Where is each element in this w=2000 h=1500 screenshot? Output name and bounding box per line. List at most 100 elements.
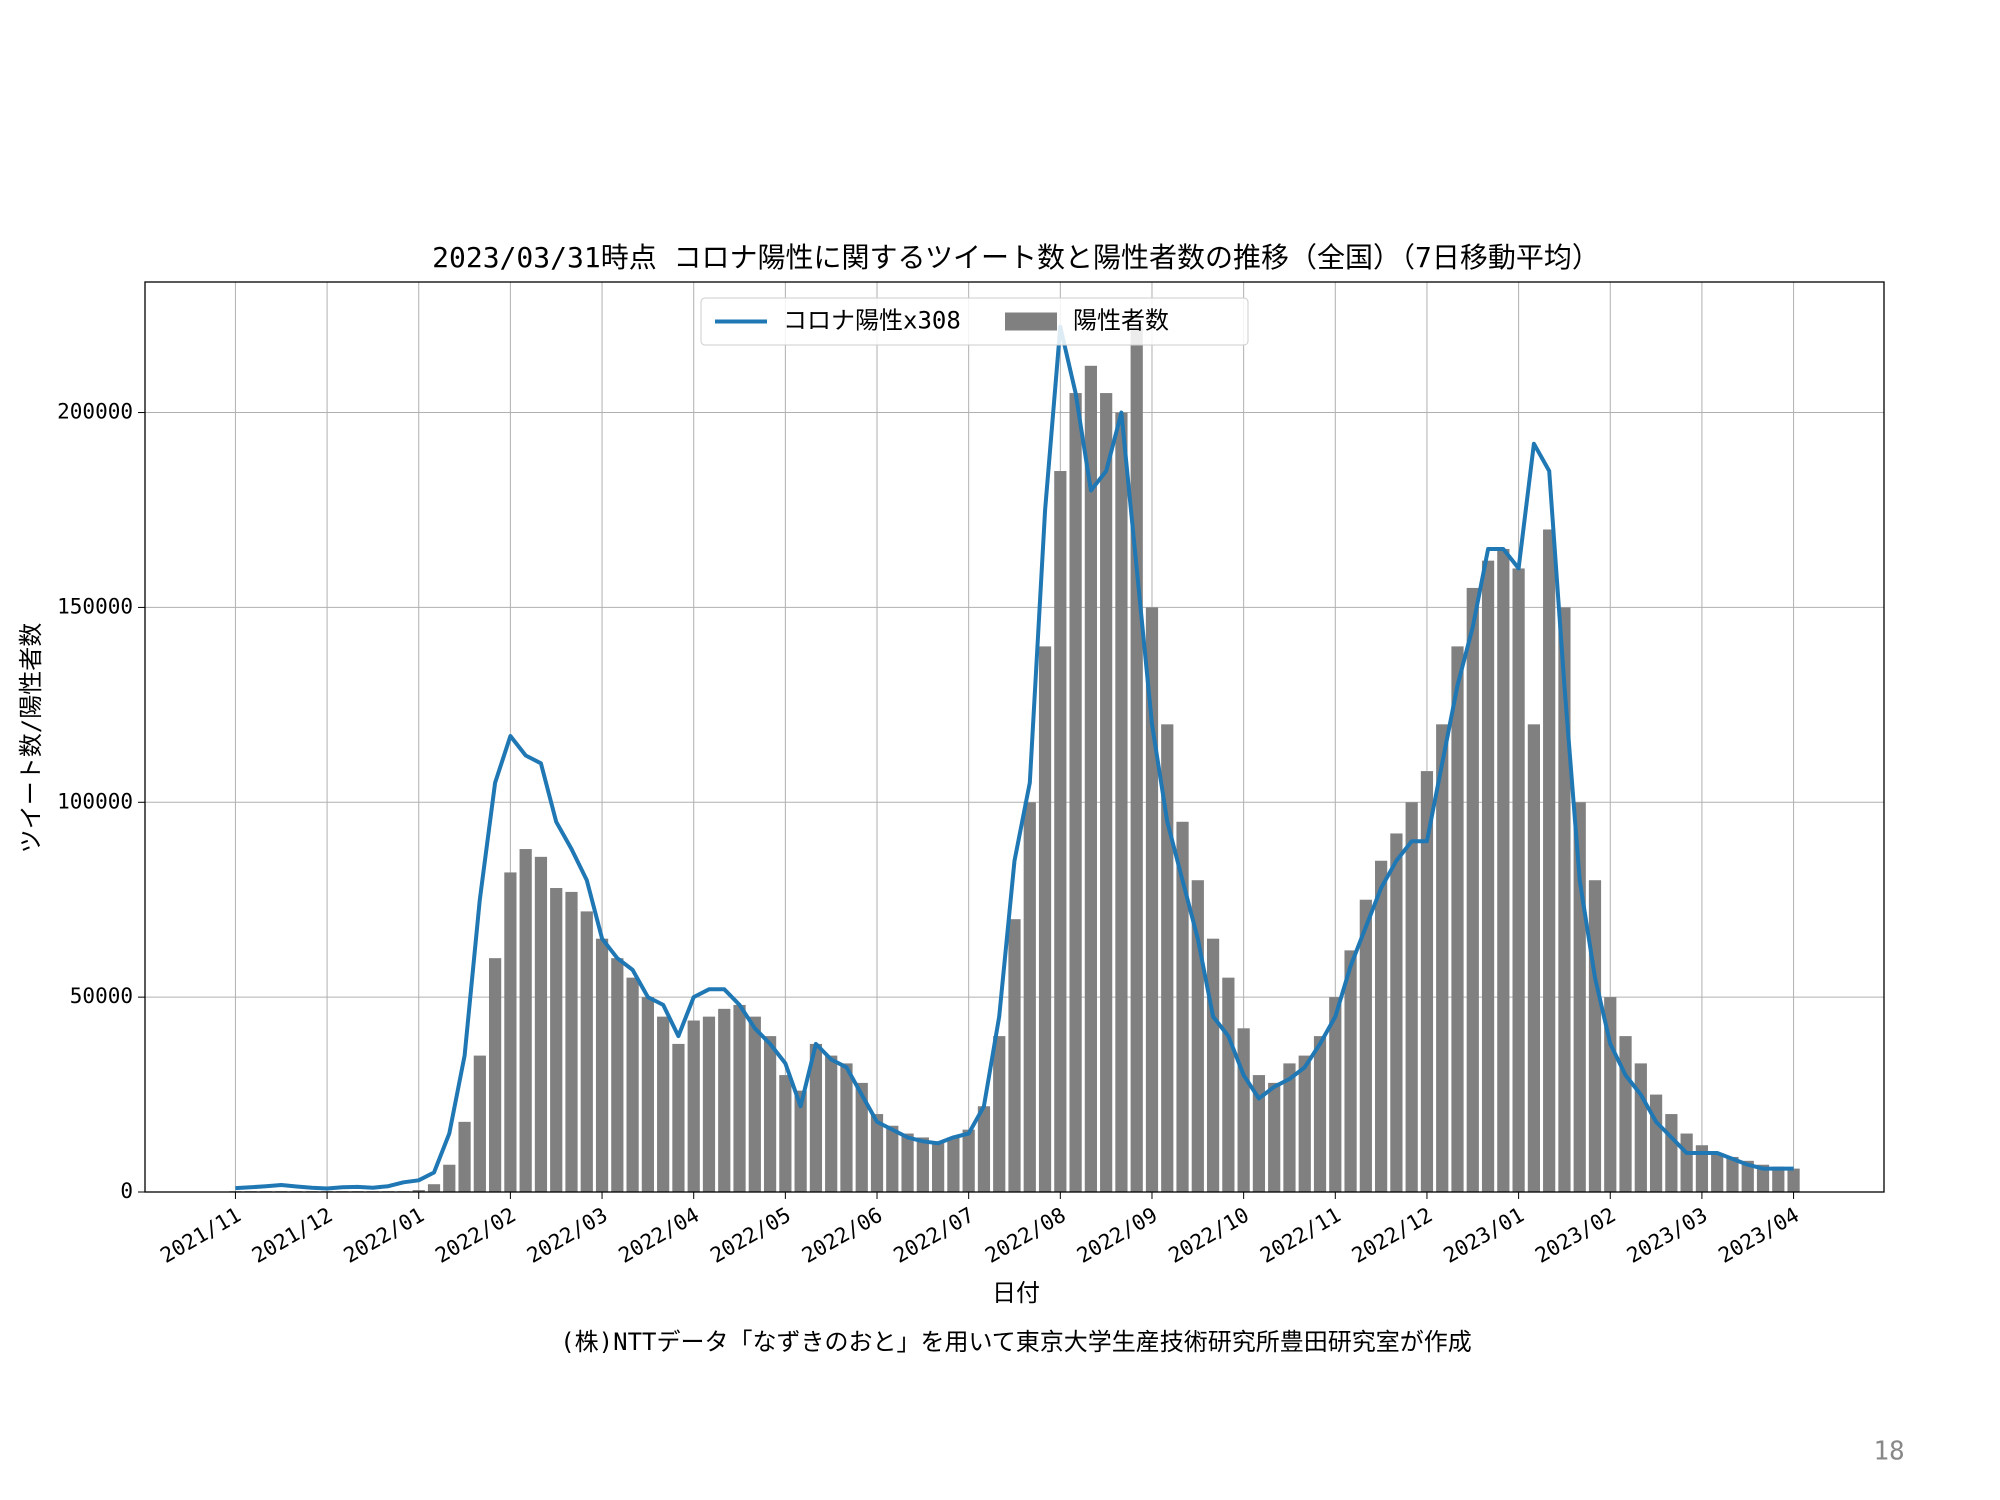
bar (1466, 587, 1479, 1192)
legend-swatch (1005, 312, 1057, 331)
bar (1741, 1160, 1754, 1192)
bar (840, 1063, 853, 1192)
bar (519, 849, 532, 1192)
bar (1038, 646, 1052, 1192)
bar (1237, 1028, 1250, 1192)
bar (580, 911, 593, 1192)
bar (1436, 724, 1449, 1192)
bar (657, 1016, 670, 1192)
bar (1543, 529, 1556, 1192)
line (235, 324, 1794, 1191)
x-tick-label: 2023/02 (1531, 1203, 1620, 1268)
bar (1252, 1075, 1266, 1192)
bar (1130, 326, 1143, 1192)
bar (1512, 568, 1525, 1192)
bar (1711, 1153, 1724, 1192)
bar (1619, 1036, 1632, 1192)
bar (626, 977, 639, 1192)
x-tick-label: 2022/07 (890, 1203, 979, 1268)
bar (794, 1090, 807, 1192)
x-tick-label: 2022/03 (523, 1203, 612, 1268)
bar (1268, 1082, 1281, 1192)
y-tick-label: 0 (120, 1179, 133, 1203)
bar (1206, 938, 1220, 1192)
bar (473, 1055, 486, 1192)
bar (595, 938, 609, 1192)
bar (1405, 802, 1418, 1192)
bar (1649, 1094, 1663, 1192)
bar (687, 1020, 700, 1192)
x-tick-label: 2021/12 (248, 1203, 337, 1268)
bar (458, 1121, 471, 1192)
x-tick-label: 2021/11 (156, 1203, 245, 1268)
bar (672, 1043, 685, 1192)
bar (962, 1129, 975, 1192)
bar (825, 1055, 838, 1192)
bar (702, 1016, 716, 1192)
bar (1008, 919, 1021, 1192)
legend: コロナ陽性x308 陽性者数 (700, 297, 1249, 346)
bar (1329, 997, 1342, 1192)
bar (550, 888, 563, 1192)
bar (1100, 393, 1113, 1192)
bar (1359, 899, 1372, 1192)
bar (1375, 860, 1388, 1192)
bar (1558, 607, 1571, 1192)
bar (1772, 1166, 1785, 1192)
x-tick-label: 2023/03 (1623, 1203, 1712, 1268)
plot-frame (144, 281, 1885, 1193)
bar (916, 1137, 929, 1192)
bar (947, 1137, 960, 1192)
bar (1680, 1133, 1693, 1192)
y-axis-label: ツイート数/陽性者数 (17, 623, 45, 853)
bar (977, 1106, 991, 1192)
bar (1283, 1063, 1296, 1192)
x-tick-label: 2023/01 (1439, 1203, 1528, 1268)
bar (1481, 560, 1495, 1192)
x-tick-label: 2022/06 (798, 1203, 887, 1268)
bar (1527, 724, 1540, 1192)
bar (763, 1036, 777, 1192)
x-tick-label: 2022/12 (1348, 1203, 1437, 1268)
bar (1787, 1168, 1800, 1192)
y-tick-label: 100000 (57, 789, 133, 813)
bar (1634, 1063, 1647, 1192)
bar (993, 1036, 1006, 1192)
legend-label: コロナ陽性x308 (783, 307, 961, 335)
page-number: 18 (1873, 1437, 1904, 1467)
x-axis-label: 日付 (992, 1279, 1040, 1307)
bar (1451, 646, 1464, 1192)
bar (565, 891, 578, 1192)
bar (641, 997, 654, 1192)
y-tick-label: 50000 (70, 984, 133, 1008)
bar (1054, 471, 1067, 1192)
x-tick-label: 2022/02 (431, 1203, 520, 1268)
x-tick-label: 2023/04 (1714, 1203, 1803, 1268)
bar (489, 958, 502, 1192)
bar (427, 1184, 441, 1192)
bar (718, 1008, 731, 1192)
bar (1298, 1055, 1311, 1192)
x-tick-label: 2022/01 (340, 1203, 429, 1268)
bar (1756, 1164, 1770, 1192)
x-tick-label: 2022/05 (706, 1203, 795, 1268)
bar (1588, 880, 1602, 1192)
bar (1023, 802, 1036, 1192)
bar (412, 1190, 425, 1192)
bar (1069, 393, 1082, 1192)
bar (1084, 365, 1097, 1192)
x-tick-label: 2022/11 (1256, 1203, 1345, 1268)
y-tick-label: 200000 (57, 400, 133, 424)
bar (855, 1082, 868, 1192)
bar (1726, 1156, 1739, 1192)
bar (1497, 548, 1510, 1192)
bar (809, 1043, 823, 1192)
bar (1115, 412, 1128, 1192)
bar (901, 1133, 914, 1192)
bar (1344, 950, 1357, 1192)
bar (504, 872, 517, 1192)
bar (443, 1164, 456, 1192)
bar (733, 1004, 746, 1192)
bar (779, 1075, 792, 1192)
